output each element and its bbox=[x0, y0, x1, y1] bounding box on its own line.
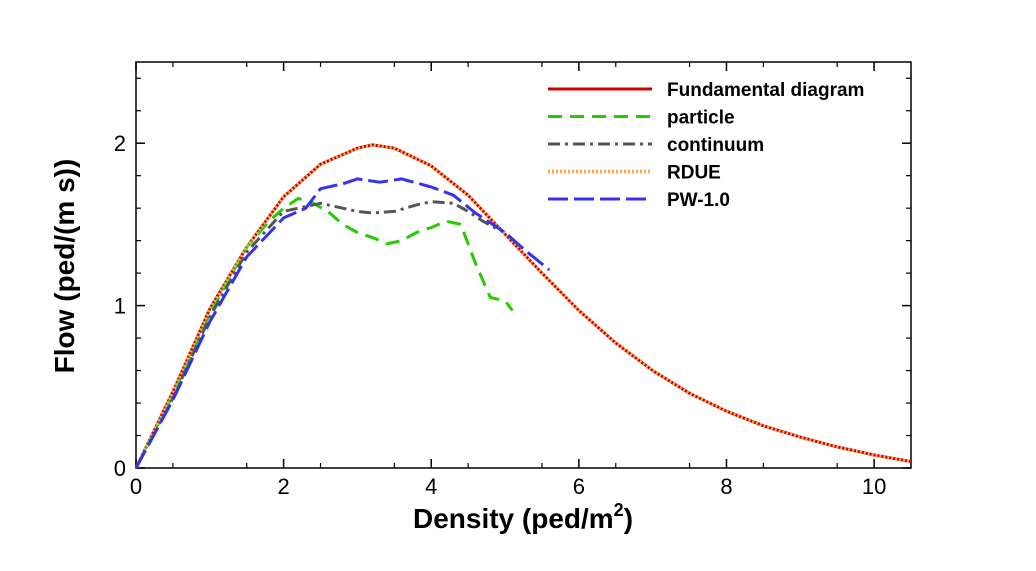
y-tick-label: 1 bbox=[114, 294, 126, 319]
series-lines bbox=[134, 143, 912, 469]
x-tick-label: 0 bbox=[130, 474, 142, 499]
y-tick-label: 0 bbox=[114, 456, 126, 481]
x-axis-title-superscript: 2 bbox=[614, 500, 624, 520]
series-line-particle bbox=[134, 196, 514, 469]
legend-label-rdue: RDUE bbox=[667, 163, 721, 184]
axis-ticks bbox=[135, 62, 911, 469]
x-axis-title-text: Density (ped/m bbox=[413, 503, 614, 534]
x-tick-label: 4 bbox=[425, 474, 437, 499]
x-axis-title-suffix: ) bbox=[624, 503, 633, 534]
legend-label-fundamental-diagram: Fundamental diagram bbox=[667, 80, 864, 101]
legend: Fundamental diagram particle continuum RDUE… bbox=[548, 80, 864, 211]
series-line-fundamental-diagram bbox=[134, 143, 912, 469]
plot-frame bbox=[135, 61, 912, 469]
series-line-continuum bbox=[134, 200, 506, 469]
legend-label-continuum: continuum bbox=[667, 135, 764, 156]
y-tick-label: 2 bbox=[114, 131, 126, 156]
y-axis-title: Flow (ped/(m s)) bbox=[49, 159, 80, 374]
x-axis-title: Density (ped/m2) bbox=[413, 500, 633, 534]
x-tick-label: 10 bbox=[862, 474, 886, 499]
x-tick-label: 2 bbox=[277, 474, 289, 499]
legend-label-pw-1-0: PW-1.0 bbox=[667, 190, 730, 211]
tick-labels: 0 2 4 6 8 10 0 1 2 bbox=[114, 131, 887, 499]
plot-border bbox=[135, 61, 912, 469]
series-line-rdue bbox=[134, 143, 912, 469]
series-line-pw-1-0 bbox=[134, 177, 551, 469]
x-tick-label: 8 bbox=[720, 474, 732, 499]
x-tick-label: 6 bbox=[573, 474, 585, 499]
legend-label-particle: particle bbox=[667, 108, 735, 129]
